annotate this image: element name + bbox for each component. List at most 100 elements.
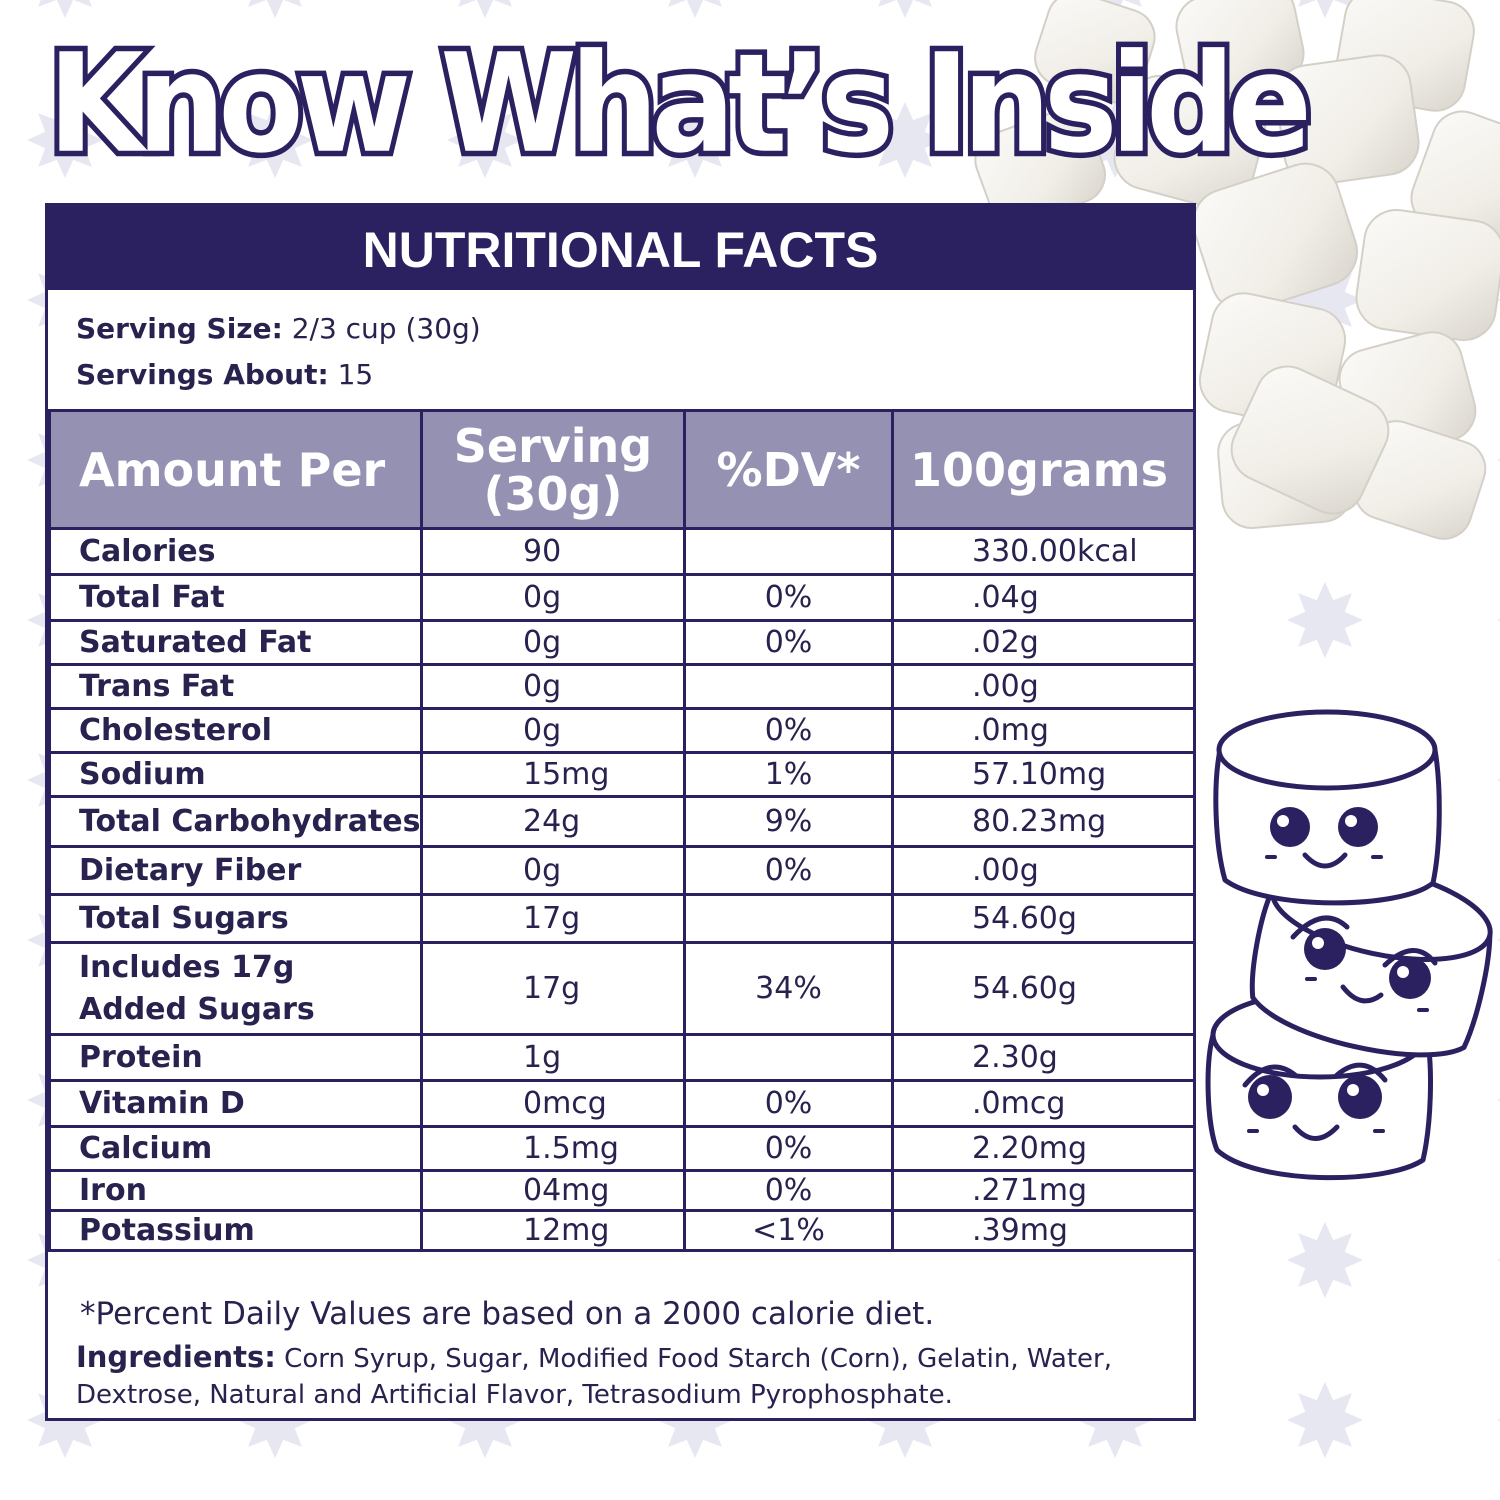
cartoon-marshmallow-stack — [1205, 709, 1493, 1181]
daily-value-cell: 0% — [683, 707, 894, 754]
nutrient-cell: Sodium — [48, 751, 423, 798]
nutrient-cell: Cholesterol — [48, 707, 423, 754]
daily-value-footnote: *Percent Daily Values are based on a 200… — [80, 1296, 935, 1332]
nutrient-cell: Potassium — [48, 1209, 423, 1252]
daily-value-cell: 0% — [683, 1079, 894, 1128]
table-row: Calcium 1.5mg 0% 2.20mg — [48, 1125, 1196, 1172]
daily-value-cell — [683, 893, 894, 944]
snowflake-icon — [668, 0, 722, 18]
ingredients-block: Ingredients: Corn Syrup, Sugar, Modified… — [76, 1339, 1166, 1413]
nutrient-cell: Calcium — [48, 1125, 423, 1172]
table-row: Potassium 12mg <1% .39mg — [48, 1209, 1196, 1252]
nutrient-label-line: Includes 17g — [79, 949, 295, 985]
daily-value-cell: 1% — [683, 751, 894, 798]
table-row: Saturated Fat 0g 0% .02g — [48, 619, 1196, 666]
serving-cell: 0g — [420, 573, 686, 622]
nutrition-table: Amount Per Serving (30g) %DV* 100grams Ca… — [48, 409, 1196, 1252]
headline: Know What’s Inside — [43, 20, 1317, 189]
nutrient-cell: Trans Fat — [48, 663, 423, 710]
marshmallow-character-top — [1213, 747, 1442, 906]
panel-title: NUTRITIONAL FACTS — [48, 206, 1193, 290]
column-header: Serving (30g) — [420, 409, 686, 530]
table-row: Total Fat 0g 0% .04g — [48, 573, 1196, 622]
daily-value-cell: 0% — [683, 1169, 894, 1212]
nutrient-cell: Total Carbohydrates — [48, 795, 423, 848]
serving-cell: 90 — [420, 527, 686, 576]
servings-line: Servings About: 15 — [76, 358, 373, 391]
daily-value-cell: <1% — [683, 1209, 894, 1252]
per-100g-cell: .271mg — [891, 1169, 1196, 1212]
nutrient-cell: Total Sugars — [48, 893, 423, 944]
nutrient-cell: Includes 17g Added Sugars — [48, 941, 423, 1036]
nutrient-cell: Protein — [48, 1033, 423, 1082]
per-100g-cell: 80.23mg — [891, 795, 1196, 848]
daily-value-cell: 0% — [683, 619, 894, 666]
nutrient-cell: Total Fat — [48, 573, 423, 622]
column-header: Amount Per — [48, 409, 423, 530]
serving-cell: 0g — [420, 619, 686, 666]
nutrient-cell: Dietary Fiber — [48, 845, 423, 896]
servings-value: 15 — [337, 358, 374, 391]
per-100g-cell: .39mg — [891, 1209, 1196, 1252]
serving-cell: 15mg — [420, 751, 686, 798]
serving-cell: 0mcg — [420, 1079, 686, 1128]
snowflake-icon — [1287, 1222, 1363, 1298]
serving-cell: 04mg — [420, 1169, 686, 1212]
snowflake-icon — [1287, 1382, 1363, 1458]
snowflake-icon — [27, 102, 103, 178]
snowflake-icon — [1298, 0, 1352, 18]
serving-cell: 0g — [420, 707, 686, 754]
nutrient-cell: Calories — [48, 527, 423, 576]
table-row: Vitamin D 0mcg 0% .0mcg — [48, 1079, 1196, 1128]
snowflake-icon — [38, 0, 92, 18]
column-header: 100grams — [891, 409, 1196, 530]
per-100g-cell: .0mg — [891, 707, 1196, 754]
snowflake-icon — [657, 102, 733, 178]
nutrient-cell: Vitamin D — [48, 1079, 423, 1128]
per-100g-cell: .02g — [891, 619, 1196, 666]
table-row: Calories 90 330.00kcal — [48, 527, 1196, 576]
table-row: Trans Fat 0g .00g — [48, 663, 1196, 710]
serving-cell: 1g — [420, 1033, 686, 1082]
nutrient-label-line: Added Sugars — [79, 991, 315, 1027]
table-row: Total Sugars 17g 54.60g — [48, 893, 1196, 944]
serving-cell: 17g — [420, 893, 686, 944]
daily-value-cell — [683, 527, 894, 576]
table-row: Includes 17g Added Sugars 17g 34% 54.60g — [48, 941, 1196, 1036]
serving-cell: 12mg — [420, 1209, 686, 1252]
table-row: Protein 1g 2.30g — [48, 1033, 1196, 1082]
per-100g-cell: .0mcg — [891, 1079, 1196, 1128]
serving-cell: 17g — [420, 941, 686, 1036]
daily-value-cell: 9% — [683, 795, 894, 848]
daily-value-cell: 0% — [683, 1125, 894, 1172]
per-100g-cell: 2.20mg — [891, 1125, 1196, 1172]
nutrient-cell: Saturated Fat — [48, 619, 423, 666]
ingredients-label: Ingredients: — [76, 1340, 276, 1374]
table-row: Cholesterol 0g 0% .0mg — [48, 707, 1196, 754]
per-100g-cell: .00g — [891, 845, 1196, 896]
snowflake-icon — [447, 102, 523, 178]
per-100g-cell: 57.10mg — [891, 751, 1196, 798]
serving-cell: 0g — [420, 845, 686, 896]
per-100g-cell: 330.00kcal — [891, 527, 1196, 576]
serving-cell: 0g — [420, 663, 686, 710]
per-100g-cell: .04g — [891, 573, 1196, 622]
snowflake-icon — [248, 0, 302, 18]
daily-value-cell — [683, 1033, 894, 1082]
per-100g-cell: 54.60g — [891, 893, 1196, 944]
nutrition-facts-panel: NUTRITIONAL FACTS Serving Size: 2/3 cup … — [45, 203, 1196, 1421]
serving-size-line: Serving Size: 2/3 cup (30g) — [76, 312, 481, 345]
table-row: Iron 04mg 0% .271mg — [48, 1169, 1196, 1212]
table-row: Dietary Fiber 0g 0% .00g — [48, 845, 1196, 896]
snowflake-icon — [878, 0, 932, 18]
per-100g-cell: .00g — [891, 663, 1196, 710]
column-header: %DV* — [683, 409, 894, 530]
snowflake-icon — [458, 0, 512, 18]
snowflake-icon — [1287, 582, 1363, 658]
snowflake-icon — [867, 102, 943, 178]
snowflake-icon — [237, 102, 313, 178]
ingredients-text: Corn Syrup, Sugar, Modified Food Starch … — [76, 1344, 1112, 1410]
serving-size-label: Serving Size: — [76, 312, 283, 345]
daily-value-cell — [683, 663, 894, 710]
